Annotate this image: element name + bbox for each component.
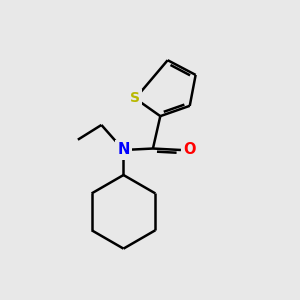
- Text: O: O: [183, 142, 195, 158]
- Text: S: S: [130, 92, 140, 106]
- Text: N: N: [117, 142, 130, 158]
